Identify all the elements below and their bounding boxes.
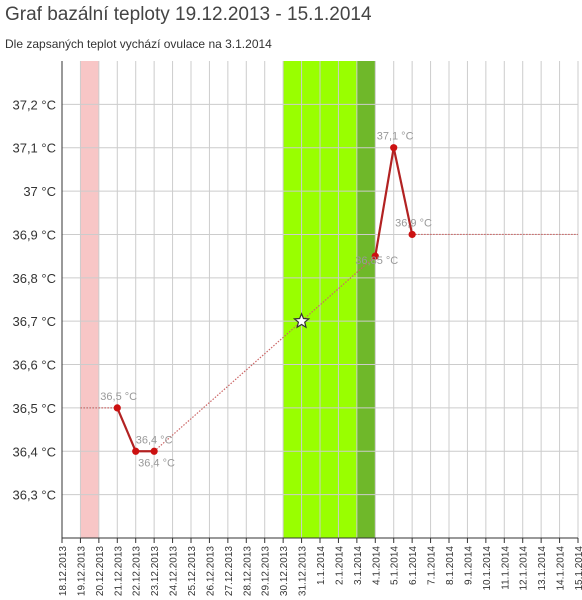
- x-tick-label: 31.12.2013: [298, 546, 309, 596]
- y-tick-label: 36,5 °C: [12, 401, 56, 416]
- x-tick-label: 6.1.2014: [408, 546, 419, 585]
- y-tick-label: 36,8 °C: [12, 271, 56, 286]
- x-tick-label: 23.12.2013: [150, 546, 161, 596]
- x-tick-label: 26.12.2013: [205, 546, 216, 596]
- chart-title: Graf bazální teploty 19.12.2013 - 15.1.2…: [5, 4, 372, 25]
- y-tick-label: 37,1 °C: [12, 141, 56, 156]
- series-line-segment: [392, 147, 414, 235]
- data-label: 37,1 °C: [377, 131, 414, 143]
- x-tick-label: 25.12.2013: [187, 546, 198, 596]
- x-tick-label: 3.1.2014: [353, 546, 364, 585]
- chart-subtitle: Dle zapsaných teplot vychází ovulace na …: [5, 37, 272, 51]
- x-tick-label: 19.12.2013: [76, 546, 87, 596]
- x-tick-label: 8.1.2014: [445, 546, 456, 585]
- data-label: 36,85 °C: [355, 255, 398, 267]
- x-tick-label: 11.1.2014: [500, 546, 511, 590]
- series-line-segment: [374, 147, 395, 257]
- menstruation-band: [80, 61, 99, 538]
- x-tick-label: 7.1.2014: [427, 546, 438, 585]
- x-tick-label: 30.12.2013: [279, 546, 290, 596]
- data-point: [371, 252, 379, 260]
- ovulation-star-icon: [292, 312, 311, 329]
- y-tick-label: 37,2 °C: [12, 97, 56, 112]
- x-tick-label: 20.12.2013: [95, 546, 106, 596]
- data-label: 36,4 °C: [136, 434, 173, 446]
- x-tick-label: 4.1.2014: [371, 546, 382, 585]
- x-tick-label: 28.12.2013: [242, 546, 253, 596]
- x-tick-label: 18.12.2013: [58, 546, 69, 596]
- data-label: 36,4 °C: [138, 457, 175, 469]
- y-tick-label: 36,9 °C: [12, 227, 56, 242]
- x-tick-label: 10.1.2014: [482, 546, 493, 591]
- x-tick-label: 27.12.2013: [224, 546, 235, 596]
- x-tick-label: 21.12.2013: [113, 546, 124, 596]
- x-tick-label: 13.1.2014: [537, 546, 548, 591]
- y-tick-label: 37 °C: [23, 184, 56, 199]
- data-point: [390, 144, 398, 152]
- ovulation-band: [356, 61, 376, 538]
- x-tick-label: 24.12.2013: [169, 546, 180, 596]
- x-tick-label: 29.12.2013: [261, 546, 272, 596]
- x-tick-label: 14.1.2014: [556, 546, 567, 591]
- data-point: [113, 404, 121, 412]
- y-tick-label: 36,4 °C: [12, 444, 56, 459]
- x-tick-label: 15.1.2014: [574, 546, 582, 591]
- x-tick-label: 9.1.2014: [463, 546, 474, 585]
- data-point: [132, 447, 140, 455]
- data-label: 36,9 °C: [395, 217, 432, 229]
- series-line-segment: [116, 407, 137, 452]
- x-tick-label: 2.1.2014: [334, 546, 345, 585]
- x-tick-label: 12.1.2014: [519, 546, 530, 591]
- x-tick-label: 1.1.2014: [316, 546, 327, 585]
- x-tick-label: 5.1.2014: [390, 546, 401, 585]
- data-label: 36,5 °C: [100, 391, 137, 403]
- dotted-line: [153, 255, 376, 452]
- data-point: [150, 447, 158, 455]
- y-tick-label: 36,7 °C: [12, 314, 56, 329]
- data-point: [408, 230, 416, 239]
- y-tick-label: 36,6 °C: [12, 358, 56, 373]
- y-tick-label: 36,3 °C: [12, 488, 56, 503]
- x-tick-label: 22.12.2013: [132, 546, 143, 596]
